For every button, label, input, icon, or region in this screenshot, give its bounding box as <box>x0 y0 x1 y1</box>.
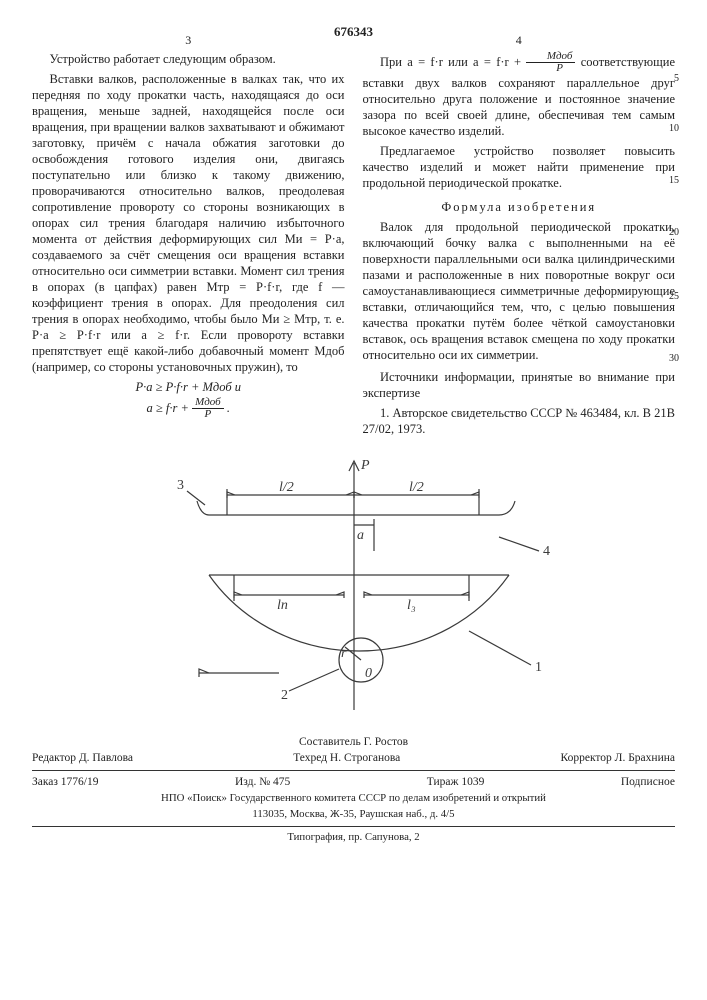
source-1: 1. Авторское свидетельство СССР № 463484… <box>363 405 676 437</box>
line-number-15: 15 <box>667 175 679 188</box>
fig-label-l2b: l/2 <box>409 480 424 495</box>
formula-heading: Формула изобретения <box>363 199 676 215</box>
eq2-denominator: P <box>192 409 224 421</box>
right-p1-den: P <box>526 63 575 75</box>
eq2-fraction: Mдоб P <box>192 397 224 421</box>
right-para-1: При a = f·r или a = f·r + Mдоб P соответ… <box>363 51 676 139</box>
left-column: 3 Устройство работает следующим образом.… <box>32 51 345 441</box>
fig-label-r: r <box>341 646 347 661</box>
org-line: НПО «Поиск» Государственного комитета СС… <box>32 792 675 806</box>
right-p1-num: Mдоб <box>526 51 575 64</box>
fig-label-4: 4 <box>543 544 550 559</box>
right-para-2: Предлагаемое устройство позволяет повыси… <box>363 143 676 191</box>
line-number-30: 30 <box>667 353 679 366</box>
eq2-end: . <box>227 401 230 415</box>
imprint-footer: Составитель Г. Ростов Редактор Д. Павлов… <box>32 735 675 845</box>
line-number-5: 5 <box>667 73 679 86</box>
line-number-10: 10 <box>667 123 679 136</box>
left-column-number: 3 <box>185 33 191 48</box>
techred: Техред Н. Строганова <box>293 751 400 766</box>
fig-label-3: 3 <box>177 478 184 493</box>
line-number-25: 25 <box>667 291 679 304</box>
fig-label-2: 2 <box>281 688 288 703</box>
left-para-2: Вставки валков, расположенные в валках т… <box>32 71 345 375</box>
right-p1a: При a = f·r или a = f·r + <box>380 55 526 69</box>
sub: Подписное <box>621 775 675 790</box>
order-no: Заказ 1776/19 <box>32 775 99 790</box>
fig-label-l3: l₃ <box>407 598 416 613</box>
izd-no: Изд. № 475 <box>235 775 290 790</box>
fig-label-O: 0 <box>365 666 372 681</box>
footer-rule-1 <box>32 770 675 771</box>
claim-text: Валок для продольной периодической прока… <box>363 219 676 363</box>
print-line: Типография, пр. Сапунова, 2 <box>32 831 675 845</box>
technical-figure: P a l/2 l/2 lп l₃ r 0 1 2 3 4 <box>139 455 569 715</box>
sources-heading: Источники информации, принятые во вниман… <box>363 369 676 401</box>
equation-1: P·a ≥ P·f·r + Mдоб и <box>32 379 345 395</box>
fig-label-1: 1 <box>535 660 542 675</box>
editor: Редактор Д. Павлова <box>32 751 133 766</box>
equation-2: a ≥ f·r + Mдоб P . <box>32 397 345 421</box>
compiler-line: Составитель Г. Ростов <box>32 735 675 750</box>
left-para-1: Устройство работает следующим образом. <box>32 51 345 67</box>
fig-label-P: P <box>360 458 370 473</box>
tirazh: Тираж 1039 <box>427 775 485 790</box>
right-p1-fraction: Mдоб P <box>526 51 575 75</box>
right-column-number: 4 <box>516 33 522 48</box>
addr-line: 113035, Москва, Ж-35, Раушская наб., д. … <box>32 808 675 822</box>
fig-label-a: a <box>357 528 364 543</box>
fig-label-l2a: l/2 <box>279 480 294 495</box>
line-number-20: 20 <box>667 227 679 240</box>
fig-label-lP: lп <box>277 598 288 613</box>
corrector: Корректор Л. Брахнина <box>561 751 675 766</box>
right-column: 4 5 10 15 20 25 30 При a = f·r или a = f… <box>363 51 676 441</box>
eq2-lhs: a ≥ f·r + <box>147 401 193 415</box>
two-column-body: 3 Устройство работает следующим образом.… <box>32 51 675 441</box>
patent-number: 676343 <box>32 24 675 41</box>
footer-rule-2 <box>32 826 675 827</box>
